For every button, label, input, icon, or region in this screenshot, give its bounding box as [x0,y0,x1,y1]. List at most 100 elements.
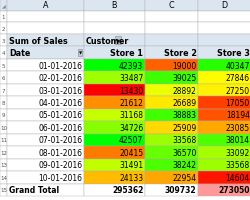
Text: 14: 14 [0,175,7,180]
Bar [7,134,83,146]
Bar [7,35,83,47]
Text: 7: 7 [2,88,5,93]
Bar [144,171,197,184]
Text: 40347: 40347 [224,61,249,70]
Bar [197,109,250,122]
Text: 15: 15 [0,187,7,192]
Bar [0,171,7,184]
Text: 24133: 24133 [119,173,143,182]
Bar [0,122,7,134]
Text: C: C [168,1,173,10]
Bar [197,35,250,47]
Bar [197,184,250,196]
Bar [197,47,250,60]
Bar [83,72,144,84]
Text: 33487: 33487 [118,74,143,83]
Bar [144,84,197,97]
Text: 42507: 42507 [118,136,143,145]
Text: 07-01-2016: 07-01-2016 [38,136,82,145]
Bar [144,109,197,122]
Text: 38014: 38014 [225,136,249,145]
Bar [7,171,83,184]
Text: 1: 1 [2,15,5,20]
Text: 27846: 27846 [225,74,249,83]
Text: 31491: 31491 [119,161,143,169]
Bar [0,146,7,159]
Text: 33568: 33568 [224,161,249,169]
Text: 4: 4 [2,51,5,56]
Bar [83,146,144,159]
Text: ▼: ▼ [78,51,81,55]
Bar [144,184,197,196]
Bar [7,23,83,35]
Bar [197,134,250,146]
Text: 13430: 13430 [118,86,143,95]
Bar [144,35,197,47]
Text: 05-01-2016: 05-01-2016 [38,111,82,120]
Text: 03-01-2016: 03-01-2016 [38,86,82,95]
Bar [83,84,144,97]
Bar [83,109,144,122]
Bar [7,47,83,60]
Bar [197,60,250,72]
Bar [7,72,83,84]
Text: 14604: 14604 [224,173,249,182]
Text: 01-01-2016: 01-01-2016 [38,61,82,70]
Text: 8: 8 [2,101,5,105]
Bar [78,50,82,57]
Text: 04-01-2016: 04-01-2016 [38,99,82,107]
Text: 22954: 22954 [172,173,196,182]
Bar [144,159,197,171]
Text: 10-01-2016: 10-01-2016 [38,173,82,182]
Text: 3: 3 [2,39,5,43]
Bar [144,72,197,84]
Text: ◢: ◢ [2,3,5,8]
Bar [197,146,250,159]
Text: 27250: 27250 [225,86,249,95]
Bar [7,109,83,122]
Text: 10: 10 [0,125,7,130]
Bar [0,47,7,60]
Bar [0,0,7,12]
Bar [0,159,7,171]
Text: 6: 6 [2,76,5,81]
Bar [7,60,83,72]
Bar [7,159,83,171]
Bar [0,134,7,146]
Text: 23085: 23085 [225,123,249,132]
Bar [7,146,83,159]
Bar [83,47,144,60]
Bar [83,12,144,23]
Bar [0,72,7,84]
Bar [7,0,83,12]
Bar [144,97,197,109]
Text: 09-01-2016: 09-01-2016 [38,161,82,169]
Bar [7,184,83,196]
Text: 25909: 25909 [172,123,196,132]
Text: D: D [220,1,226,10]
Text: 39025: 39025 [172,74,196,83]
Bar [197,0,250,12]
Bar [115,37,120,45]
Text: 33568: 33568 [172,136,196,145]
Bar [144,12,197,23]
Bar [0,109,7,122]
Text: 309732: 309732 [164,185,196,194]
Text: Sum of Sales: Sum of Sales [9,37,67,45]
Bar [0,35,7,47]
Bar [144,60,197,72]
Bar [83,184,144,196]
Text: Store 2: Store 2 [163,49,196,58]
Text: 38242: 38242 [172,161,196,169]
Bar [144,146,197,159]
Text: 20415: 20415 [119,148,143,157]
Text: 12: 12 [0,150,7,155]
Text: 42393: 42393 [118,61,143,70]
Bar [7,84,83,97]
Bar [7,97,83,109]
Bar [0,60,7,72]
Bar [83,0,144,12]
Bar [197,12,250,23]
Text: 31168: 31168 [119,111,143,120]
Bar [197,72,250,84]
